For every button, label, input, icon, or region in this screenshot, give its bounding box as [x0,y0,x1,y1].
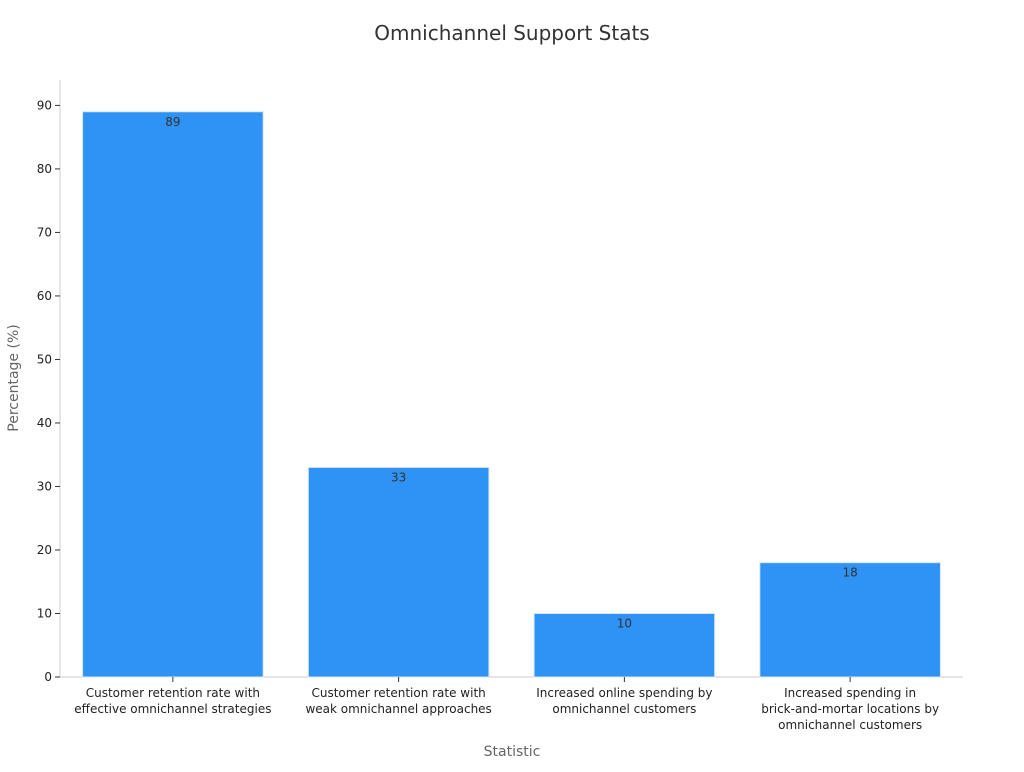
x-tick-label-line: Increased spending in [784,686,916,700]
y-tick-label: 50 [37,352,52,366]
x-tick-label-line: weak omnichannel approaches [305,702,491,716]
x-tick-label-line: brick-and-mortar locations by [761,702,939,716]
chart-title: Omnichannel Support Stats [374,21,649,45]
x-tick-label-line: Increased online spending by [536,686,712,700]
x-tick-label: Customer retention rate with weak omnicha… [305,686,491,716]
y-tick-label: 80 [37,162,52,176]
bar [307,466,490,678]
bar [533,612,716,678]
y-tick-label: 40 [37,416,52,430]
x-tick-label-line: omnichannel customers [778,718,922,732]
y-tick-label: 90 [37,98,52,112]
x-tick-label-line: effective omnichannel strategies [74,702,271,716]
plot-area: 0 10 20 30 40 50 60 70 80 90 89 Customer retention … [37,80,963,732]
y-axis-title: Percentage (%) [6,324,22,431]
data-label: 33 [391,470,406,484]
x-tick-label-line: omnichannel customers [552,702,696,716]
x-axis-title: Statistic [484,744,541,760]
y-tick-label: 70 [37,225,52,239]
y-tick-label: 30 [37,479,52,493]
y-tick-label: 60 [37,289,52,303]
y-tick-label: 10 [37,606,52,620]
x-tick-label-line: Customer retention rate with [86,686,260,700]
x-tick-label: Customer retention rate with effective om… [74,686,271,716]
bar [82,111,264,678]
y-tick-label: 0 [44,670,52,684]
x-tick-label: Increased online spending by omnichannel … [536,686,712,716]
x-tick-label-line: Customer retention rate with [311,686,485,700]
x-tick-label: Increased spending in brick-and-mortar lo… [761,686,939,732]
data-label: 18 [842,566,857,580]
y-tick-label: 20 [37,543,52,557]
bar [759,562,941,678]
data-label: 10 [617,616,632,630]
data-label: 89 [165,115,180,129]
